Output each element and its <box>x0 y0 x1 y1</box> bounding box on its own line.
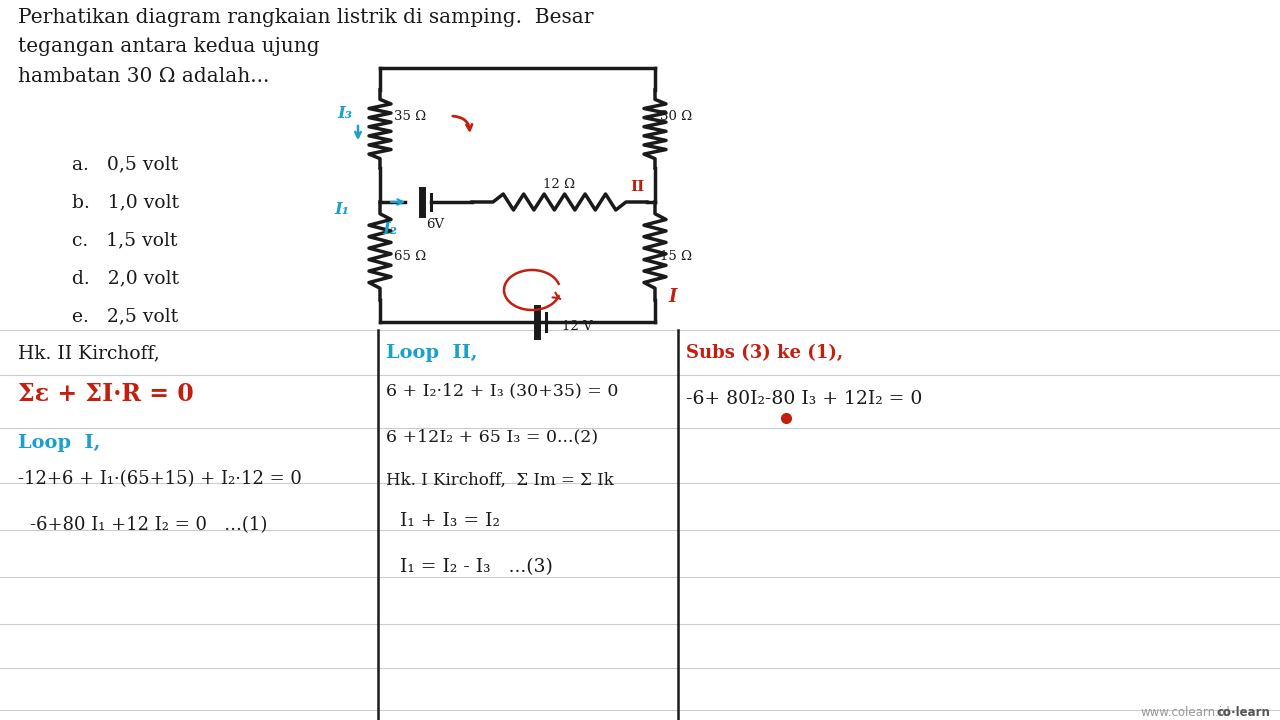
Text: I₂: I₂ <box>383 222 398 238</box>
Text: 12 Ω: 12 Ω <box>543 178 575 191</box>
Text: d.   2,0 volt: d. 2,0 volt <box>72 269 179 287</box>
Text: b.   1,0 volt: b. 1,0 volt <box>72 193 179 211</box>
Text: www.colearn.id: www.colearn.id <box>1140 706 1230 719</box>
Text: 30 Ω: 30 Ω <box>660 109 692 122</box>
Text: 6V: 6V <box>426 217 444 230</box>
Text: Loop  II,: Loop II, <box>387 344 477 362</box>
Text: co·learn: co·learn <box>1216 706 1270 719</box>
Text: Subs (3) ke (1),: Subs (3) ke (1), <box>686 344 844 362</box>
Text: I₃: I₃ <box>338 104 352 122</box>
Text: 6 +12I₂ + 65 I₃ = 0...(2): 6 +12I₂ + 65 I₃ = 0...(2) <box>387 428 598 445</box>
Text: -6+ 80I₂-80 I₃ + 12I₂ = 0: -6+ 80I₂-80 I₃ + 12I₂ = 0 <box>686 390 923 408</box>
Text: 12 V: 12 V <box>562 320 593 333</box>
Text: I₁ = I₂ - I₃   ...(3): I₁ = I₂ - I₃ ...(3) <box>399 558 553 576</box>
Text: Σε + ΣI·R = 0: Σε + ΣI·R = 0 <box>18 382 193 406</box>
Text: Loop  I,: Loop I, <box>18 434 100 452</box>
Text: 35 Ω: 35 Ω <box>394 109 426 122</box>
Text: c.   1,5 volt: c. 1,5 volt <box>72 231 178 249</box>
Text: a.   0,5 volt: a. 0,5 volt <box>72 155 178 173</box>
Text: -12+6 + I₁·(65+15) + I₂·12 = 0: -12+6 + I₁·(65+15) + I₂·12 = 0 <box>18 470 302 488</box>
Text: I: I <box>669 288 677 306</box>
Text: Hk. I Kirchoff,  Σ Im = Σ Ik: Hk. I Kirchoff, Σ Im = Σ Ik <box>387 472 613 489</box>
Text: 65 Ω: 65 Ω <box>394 251 426 264</box>
Text: II: II <box>630 180 644 194</box>
Text: 6 + I₂·12 + I₃ (30+35) = 0: 6 + I₂·12 + I₃ (30+35) = 0 <box>387 382 618 399</box>
Text: Hk. II Kirchoff,: Hk. II Kirchoff, <box>18 344 160 362</box>
Text: I₁: I₁ <box>334 202 349 218</box>
Text: I₁ + I₃ = I₂: I₁ + I₃ = I₂ <box>399 512 500 530</box>
Text: e.   2,5 volt: e. 2,5 volt <box>72 307 178 325</box>
Text: -6+80 I₁ +12 I₂ = 0   ...(1): -6+80 I₁ +12 I₂ = 0 ...(1) <box>29 516 268 534</box>
Text: 15 Ω: 15 Ω <box>660 251 692 264</box>
Text: Perhatikan diagram rangkaian listrik di samping.  Besar
tegangan antara kedua uj: Perhatikan diagram rangkaian listrik di … <box>18 8 594 86</box>
